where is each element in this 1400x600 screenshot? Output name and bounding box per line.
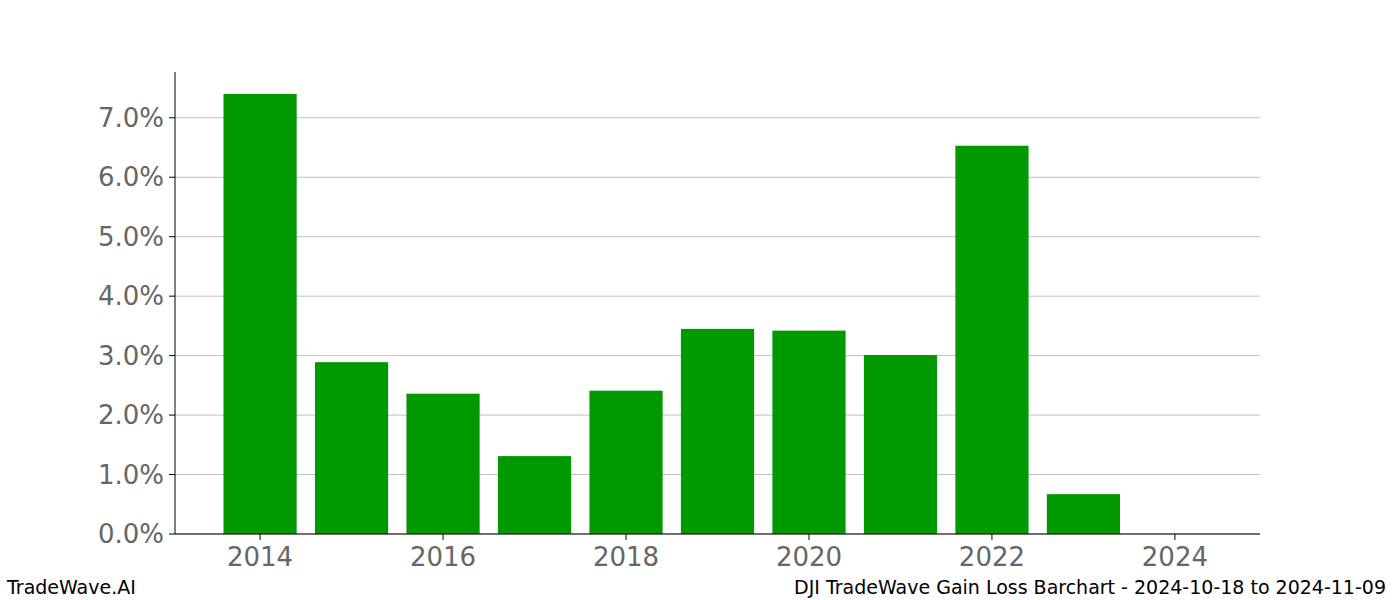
grid-line <box>175 534 1260 535</box>
chart: 0.0% 1.0% 2.0% 3.0% 4.0% 5.0% 6.0% 7.0% 2014 2016… <box>0 0 1400 600</box>
grid-line <box>175 236 1260 237</box>
y-tick <box>169 177 175 178</box>
x-tick-label: 2016 <box>410 542 476 572</box>
y-tick-label: 0.0% <box>98 519 164 549</box>
grid-line <box>175 177 1260 178</box>
title: DJI TradeWave Gain Loss Barchart - 2024-… <box>794 576 1386 598</box>
bar <box>955 146 1028 534</box>
bar <box>772 331 845 534</box>
x-tick-label: 2018 <box>593 542 659 572</box>
y-tick <box>169 415 175 416</box>
x-tick <box>443 534 444 540</box>
y-tick <box>169 534 175 535</box>
x-tick <box>1174 534 1175 540</box>
x-tick <box>991 534 992 540</box>
y-tick-label: 6.0% <box>98 162 164 192</box>
bar <box>223 94 296 534</box>
bar <box>589 391 662 534</box>
y-axis <box>175 72 176 534</box>
x-tick-label: 2014 <box>227 542 293 572</box>
bar <box>315 362 388 534</box>
x-tick <box>260 534 261 540</box>
bar <box>1047 494 1120 534</box>
x-tick-label: 2020 <box>776 542 842 572</box>
y-tick <box>169 296 175 297</box>
bar <box>681 329 754 534</box>
bar <box>498 456 571 534</box>
y-tick-label: 3.0% <box>98 341 164 371</box>
source: TradeWave.AI <box>6 576 136 598</box>
x-tick <box>808 534 809 540</box>
y-tick-label: 5.0% <box>98 222 164 252</box>
y-tick-label: 7.0% <box>98 103 164 133</box>
bar <box>864 355 937 534</box>
grid-line <box>175 117 1260 118</box>
y-tick-label: 4.0% <box>98 281 164 311</box>
bars <box>223 94 1120 534</box>
x-tick-label: 2022 <box>959 542 1025 572</box>
y-tick <box>169 355 175 356</box>
y-tick-label: 2.0% <box>98 400 164 430</box>
y-tick <box>169 236 175 237</box>
y-tick <box>169 474 175 475</box>
x-tick <box>626 534 627 540</box>
bar <box>406 394 479 534</box>
grid-line <box>175 296 1260 297</box>
y-tick <box>169 117 175 118</box>
x-axis <box>175 534 1260 535</box>
x-tick-label: 2024 <box>1142 542 1208 572</box>
y-tick-label: 1.0% <box>98 460 164 490</box>
